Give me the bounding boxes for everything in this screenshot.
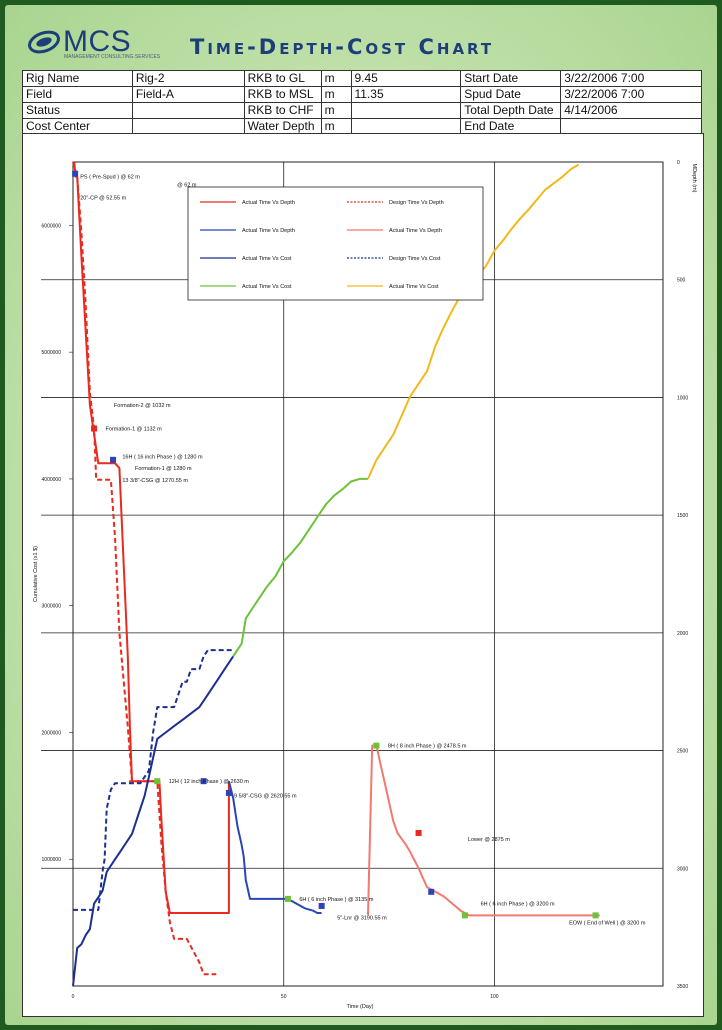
info-cell: Field-A [131, 86, 245, 103]
info-cell: 4/14/2006 [560, 102, 702, 119]
legend-box [187, 186, 484, 301]
event-annotation: PS ( Pre-Spud ) @ 62 m [80, 175, 140, 181]
y-right-tick-label: 1000 [677, 395, 688, 401]
event-marker [318, 902, 325, 909]
series-line-5 [232, 477, 368, 657]
info-row: Field Field-A RKB to MSL m 11.35 Spud Date 3/2… [22, 86, 702, 103]
y-right-tick-label: 3000 [677, 866, 688, 872]
event-annotation: 5"-Lnr @ 3190.55 m [337, 916, 387, 922]
event-marker [154, 778, 161, 785]
info-cell: m [320, 102, 352, 119]
info-cell: Rig Name [22, 70, 133, 87]
series-line-3 [72, 655, 234, 987]
info-cell: RKB to CHF [243, 102, 322, 119]
info-cell: 11.35 [350, 86, 462, 103]
event-annotation: 9 5/8"-CSG @ 2620.55 m [234, 793, 297, 799]
x-tick-label: 0 [72, 994, 75, 1000]
info-cell: Spud Date [460, 86, 562, 103]
y-left-tick-label: 6000000 [42, 223, 62, 229]
event-annotation: EOW ( End of Well ) @ 3200 m [569, 920, 646, 926]
y-right-tick-label: 0 [677, 160, 680, 166]
legend-label: Design Time Vs Cost [389, 256, 441, 262]
event-annotation: Lower @ 2875 m [468, 837, 510, 843]
event-marker [72, 170, 79, 177]
y-right-tick-label: 500 [677, 278, 686, 284]
legend-label: Actual Time Vs Cost [242, 256, 292, 262]
y-left-tick-label: 2000000 [42, 730, 62, 736]
info-row: Rig Name Rig-2 RKB to GL m 9.45 Start Date 3/2… [22, 70, 702, 87]
y-left-tick-label: 5000000 [42, 350, 62, 356]
info-cell: Start Date [460, 70, 562, 87]
series-line-6 [367, 744, 600, 917]
event-annotation: @ 62 m [177, 182, 197, 188]
time-depth-cost-chart: 1000000 2000000 3000000 4000000 5000000 60000… [33, 160, 697, 1010]
event-marker [461, 912, 468, 919]
series-line-2 [227, 780, 322, 914]
event-marker [284, 895, 291, 902]
logo-text: MCS [63, 25, 132, 58]
event-marker [91, 425, 98, 432]
legend-label: Actual Time Vs Cost [389, 284, 439, 290]
info-cell: RKB to MSL [243, 86, 322, 103]
info-row: Status RKB to CHF m Total Depth Date 4/14/20… [22, 102, 702, 119]
event-marker [110, 456, 117, 463]
event-marker [428, 888, 435, 895]
series-line-4 [73, 649, 234, 911]
event-annotation: 12H ( 12 inch Phase ) @ 2630 m [169, 779, 250, 785]
info-cell: Total Depth Date [460, 102, 562, 119]
info-cell: Status [22, 102, 133, 119]
event-marker [373, 742, 380, 749]
event-annotation: Formation-2 @ 1032 m [114, 403, 171, 409]
page-title: Time-Depth-Cost Chart [190, 35, 495, 59]
legend-label: Actual Time Vs Cost [242, 284, 292, 290]
event-annotation: Formation-1 @ 1132 m [106, 427, 163, 433]
x-axis-title: Time (Day) [347, 1004, 374, 1010]
info-cell: 3/22/2006 7:00 [560, 86, 702, 103]
company-logo: MCS MANAGEMENT CONSULTING SERVICES [27, 23, 167, 63]
info-cell: Field [22, 86, 133, 103]
event-annotation: 20"-CP @ 52.55 m [80, 195, 126, 201]
event-annotation: 16H ( 16 inch Phase ) @ 1280 m [122, 454, 203, 460]
legend-label: Design Time Vs Depth [389, 200, 444, 206]
event-annotation: 8H ( 8 inch Phase ) @ 2478.5 m [388, 744, 467, 750]
info-cell: RKB to GL [243, 70, 322, 87]
plot-area [72, 161, 664, 987]
event-marker [415, 829, 422, 836]
y-right-tick-label: 3500 [677, 984, 688, 990]
series-line-1 [72, 161, 217, 976]
event-annotation: 13 3/8"-CSG @ 1270.55 m [122, 478, 188, 484]
chart-panel: 1000000 2000000 3000000 4000000 5000000 60000… [22, 133, 704, 1017]
y-left-tick-label: 1000000 [42, 857, 62, 863]
y-right-tick-label: 2000 [677, 631, 688, 637]
x-tick-label: 50 [281, 994, 287, 1000]
info-cell [131, 102, 245, 119]
info-cell: Rig-2 [131, 70, 245, 87]
info-cell: End Date [460, 118, 562, 135]
event-marker [592, 912, 599, 919]
logo-swirl-icon [28, 30, 60, 54]
info-cell: 3/22/2006 7:00 [560, 70, 702, 87]
event-marker [200, 778, 207, 785]
y-right-tick-label: 1500 [677, 513, 688, 519]
event-annotation: Formation-1 @ 1280 m [135, 466, 192, 472]
legend-label: Actual Time Vs Depth [242, 228, 295, 234]
event-annotation: 6H ( 6 inch Phase ) @ 3135 m [299, 897, 373, 903]
logo-tagline: MANAGEMENT CONSULTING SERVICES [64, 54, 161, 60]
x-tick-label: 100 [490, 994, 499, 1000]
y-left-axis-title: Cumulative Cost (x1 $) [33, 546, 39, 602]
event-annotation: 6H ( 6 inch Phase ) @ 3200 m [481, 902, 555, 908]
y-left-tick-label: 4000000 [42, 477, 62, 483]
y-left-tick-label: 3000000 [42, 604, 62, 610]
well-info-table: Rig Name Rig-2 RKB to GL m 9.45 Start Date 3/2… [22, 70, 702, 135]
y-right-tick-label: 2500 [677, 749, 688, 755]
legend-label: Actual Time Vs Depth [242, 200, 295, 206]
legend-label: Actual Time Vs Depth [389, 228, 442, 234]
info-cell: m [320, 86, 352, 103]
y-right-axis-title: MDepth (m) [691, 163, 697, 192]
event-marker [225, 789, 232, 796]
info-cell: Water Depth [243, 118, 322, 135]
info-cell: 9.45 [350, 70, 462, 87]
info-cell [350, 102, 462, 119]
info-cell: m [320, 70, 352, 87]
